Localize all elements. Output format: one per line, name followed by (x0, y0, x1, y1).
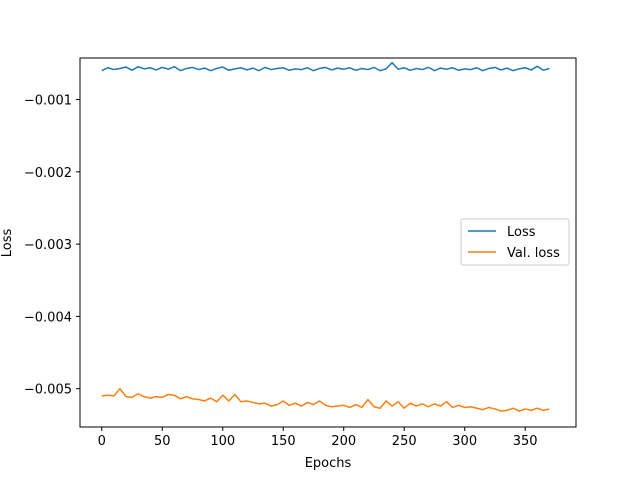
y-axis-ticks: −0.001 −0.002 −0.003 −0.004 −0.005 (24, 94, 80, 398)
y-tick-label: −0.005 (24, 383, 72, 398)
x-tick-label: 150 (271, 434, 296, 449)
x-tick-label: 250 (392, 434, 417, 449)
x-tick-label: 50 (154, 434, 171, 449)
y-tick-label: −0.001 (24, 94, 72, 109)
x-axis-label: Epochs (305, 456, 352, 471)
x-tick-label: 200 (331, 434, 356, 449)
y-tick-label: −0.002 (24, 166, 72, 181)
series-line-val-loss (101, 387, 550, 412)
x-axis-ticks: 0 50 100 150 200 250 300 350 (98, 427, 538, 449)
y-tick-label: −0.004 (24, 310, 72, 325)
legend-label-val-loss: Val. loss (507, 246, 560, 261)
plot-lines (101, 61, 550, 412)
legend: Loss Val. loss (460, 218, 570, 266)
plot-area-frame (79, 57, 577, 428)
x-tick-label: 300 (452, 434, 477, 449)
x-tick-label: 0 (98, 434, 106, 449)
series-line-loss (101, 61, 550, 72)
legend-label-loss: Loss (507, 225, 536, 240)
x-tick-label: 350 (513, 434, 538, 449)
y-axis-label: Loss (0, 229, 15, 258)
x-tick-label: 100 (210, 434, 235, 449)
y-tick-label: −0.003 (24, 238, 72, 253)
